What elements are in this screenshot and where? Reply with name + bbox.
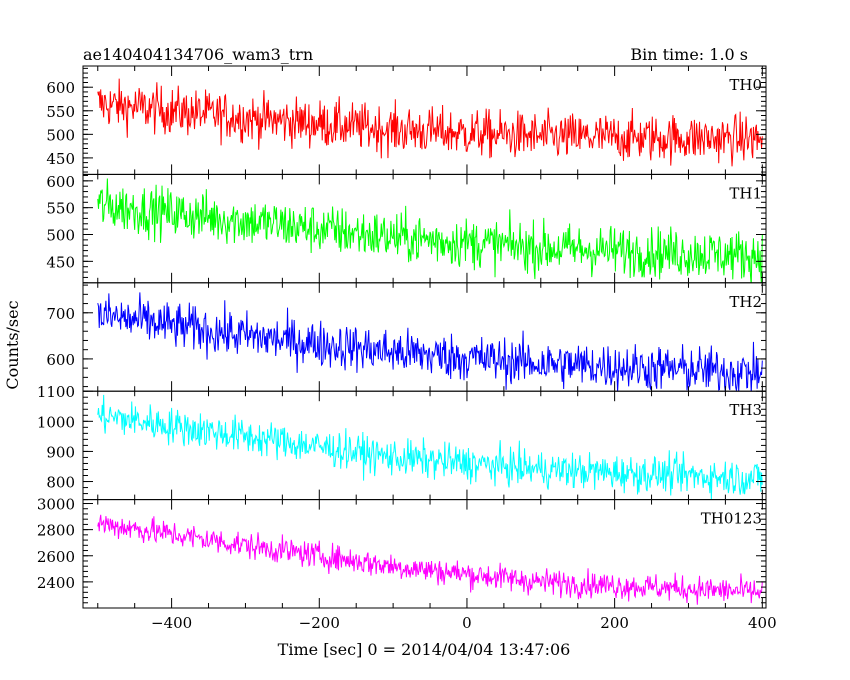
y-tick-label: 450 <box>46 253 75 271</box>
chart-title: ae140404134706_wam3_trn <box>83 45 313 64</box>
panel-frame <box>82 65 767 175</box>
panel-th2: 600 700 TH2 <box>46 282 767 392</box>
panel-label: TH2 <box>729 293 762 311</box>
y-tick-label: 450 <box>46 150 75 168</box>
x-tick-label: −200 <box>299 614 340 632</box>
y-tick-label: 550 <box>46 103 75 121</box>
panel-th1: 450 500 550 600 TH1 <box>46 173 767 284</box>
y-tick-label: 600 <box>46 173 75 191</box>
y-tick-label: 500 <box>46 227 75 245</box>
y-tick-label: 800 <box>46 474 75 492</box>
x-tick-label: 0 <box>462 614 472 632</box>
panel-label: TH0 <box>729 76 762 94</box>
chart-subtitle: Bin time: 1.0 s <box>630 45 748 64</box>
y-tick-label: 2800 <box>37 522 75 540</box>
panel-label: TH0123 <box>701 510 762 528</box>
series-line-th2 <box>97 292 763 392</box>
y-tick-label: 1100 <box>37 383 75 401</box>
panel-th0: 450 500 550 600 TH0 <box>46 65 767 175</box>
panels-group: 450 500 550 600 TH0 450 500 550 600 TH1 600 700 TH2 8… <box>37 65 777 632</box>
x-tick-label: 400 <box>748 614 777 632</box>
series-line-th1 <box>97 178 763 283</box>
panel-label: TH1 <box>729 184 762 202</box>
panel-label: TH3 <box>729 401 762 419</box>
y-tick-label: 700 <box>46 305 75 323</box>
series-line-th3 <box>97 394 763 500</box>
y-tick-label: 550 <box>46 200 75 218</box>
panel-th3: 800 900 1000 1100 TH3 <box>37 383 767 501</box>
y-axis-label: Counts/sec <box>3 300 22 389</box>
x-axis-label: Time [sec] 0 = 2014/04/04 13:47:06 <box>278 640 571 659</box>
y-tick-label: 2400 <box>37 574 75 592</box>
y-tick-label: 500 <box>46 126 75 144</box>
y-tick-label: 600 <box>46 351 75 369</box>
y-tick-label: 2600 <box>37 548 75 566</box>
panel-frame <box>82 282 767 392</box>
series-line-th0123 <box>97 514 763 605</box>
y-tick-label: 3000 <box>37 496 75 514</box>
y-tick-label: 900 <box>46 443 75 461</box>
y-tick-label: 600 <box>46 79 75 97</box>
series-line-th0 <box>97 78 763 167</box>
panel-th0123: 2400 2600 2800 3000 TH0123 −400 −200 0 200 400 <box>37 496 777 632</box>
panel-frame <box>82 499 767 609</box>
x-tick-label: −400 <box>151 614 192 632</box>
y-tick-label: 1000 <box>37 413 75 431</box>
x-tick-label: 200 <box>600 614 629 632</box>
